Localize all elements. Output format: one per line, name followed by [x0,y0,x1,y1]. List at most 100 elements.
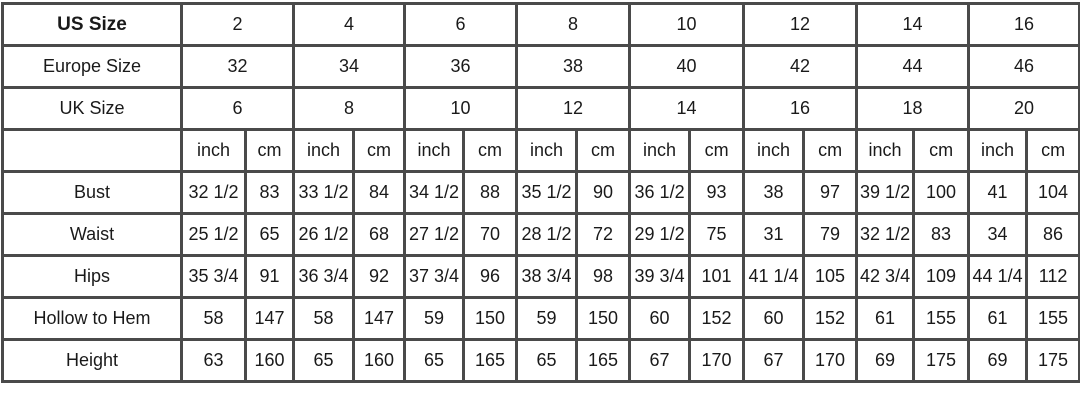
size-cell: 32 [179,44,296,89]
measurement-cell: 83 [243,170,296,215]
measurement-cell: 170 [688,338,746,383]
unit-cm: cm [802,128,859,173]
size-cell: 36 [403,44,519,89]
measurement-cell: 91 [243,254,296,299]
measurement-cell: 63 [180,338,247,383]
measurement-cell: 69 [855,338,916,383]
measurement-cell: 34 [967,212,1029,257]
measurement-cell: 98 [575,254,632,299]
size-cell: 14 [855,2,971,47]
measurement-cell: 65 [243,212,296,257]
size-row: Europe Size 32 34 36 38 40 42 44 46 [1,44,1080,89]
size-row: US Size 2 4 6 8 10 12 14 16 [1,2,1080,47]
measurement-cell: 39 3/4 [628,254,692,299]
measurement-cell: 25 1/2 [180,212,247,257]
size-cell: 16 [742,86,859,131]
size-cell: 40 [628,44,746,89]
unit-cm: cm [575,128,632,173]
measurement-row: Hips 35 3/4 91 36 3/4 92 37 3/4 96 38 3/4 98 39 3… [1,254,1080,299]
measurement-cell: 58 [180,296,247,341]
row-label: Waist [1,212,183,257]
measurement-cell: 41 1/4 [742,254,806,299]
measurement-row: Bust 32 1/2 83 33 1/2 84 34 1/2 88 35 1/2 90 36 1… [1,170,1080,215]
row-label: Europe Size [1,44,183,89]
measurement-cell: 83 [912,212,971,257]
measurement-row: Hollow to Hem 58 147 58 147 59 150 59 150 60 152 60… [1,296,1080,341]
measurement-cell: 34 1/2 [403,170,466,215]
row-label: Height [1,338,183,383]
row-label: UK Size [1,86,183,131]
unit-row: inch cm inch cm inch cm inch cm inch cm inch cm inch… [1,128,1080,173]
measurement-cell: 38 3/4 [515,254,579,299]
measurement-cell: 44 1/4 [967,254,1029,299]
measurement-cell: 97 [802,170,859,215]
measurement-row: Waist 25 1/2 65 26 1/2 68 27 1/2 70 28 1/2 72 29 … [1,212,1080,257]
measurement-cell: 26 1/2 [292,212,356,257]
size-cell: 8 [292,86,407,131]
measurement-cell: 69 [967,338,1029,383]
size-cell: 20 [967,86,1080,131]
measurement-cell: 39 1/2 [855,170,916,215]
size-cell: 18 [855,86,971,131]
measurement-cell: 37 3/4 [403,254,466,299]
measurement-cell: 93 [688,170,746,215]
measurement-cell: 88 [462,170,519,215]
size-cell: 8 [515,2,632,47]
measurement-cell: 67 [628,338,692,383]
measurement-cell: 68 [352,212,407,257]
unit-cm: cm [912,128,971,173]
unit-cm: cm [243,128,296,173]
measurement-cell: 67 [742,338,806,383]
row-label: US Size [1,2,183,47]
measurement-cell: 104 [1025,170,1080,215]
size-cell: 34 [292,44,407,89]
measurement-cell: 165 [575,338,632,383]
size-cell: 6 [179,86,296,131]
measurement-cell: 92 [352,254,407,299]
size-chart-table: US Size 2 4 6 8 10 12 14 16 Europe Size 32 34 36 38 40… [1,2,1080,383]
size-cell: 10 [628,2,746,47]
measurement-cell: 36 3/4 [292,254,356,299]
size-cell: 10 [403,86,519,131]
size-cell: 16 [967,2,1080,47]
measurement-cell: 79 [802,212,859,257]
measurement-cell: 175 [912,338,971,383]
measurement-cell: 31 [742,212,806,257]
size-cell: 42 [742,44,859,89]
unit-cm: cm [462,128,519,173]
unit-cm: cm [1025,128,1080,173]
measurement-cell: 33 1/2 [292,170,356,215]
size-cell: 46 [967,44,1080,89]
row-label: Hips [1,254,183,299]
measurement-cell: 147 [243,296,296,341]
measurement-cell: 84 [352,170,407,215]
size-cell: 4 [292,2,407,47]
size-row: UK Size 6 8 10 12 14 16 18 20 [1,86,1080,131]
measurement-cell: 170 [802,338,859,383]
empty-cell [1,128,183,173]
measurement-cell: 152 [688,296,746,341]
measurement-cell: 96 [462,254,519,299]
measurement-cell: 90 [575,170,632,215]
measurement-cell: 41 [967,170,1029,215]
measurement-cell: 160 [243,338,296,383]
measurement-cell: 155 [912,296,971,341]
unit-inch: inch [515,128,579,173]
measurement-cell: 112 [1025,254,1080,299]
size-cell: 12 [515,86,632,131]
measurement-cell: 36 1/2 [628,170,692,215]
measurement-cell: 147 [352,296,407,341]
measurement-cell: 27 1/2 [403,212,466,257]
measurement-cell: 109 [912,254,971,299]
measurement-cell: 105 [802,254,859,299]
measurement-cell: 150 [462,296,519,341]
size-cell: 12 [742,2,859,47]
measurement-cell: 101 [688,254,746,299]
measurement-cell: 32 1/2 [180,170,247,215]
measurement-cell: 42 3/4 [855,254,916,299]
unit-inch: inch [403,128,466,173]
measurement-row: Height 63 160 65 160 65 165 65 165 67 170 67 170 69 17… [1,338,1080,383]
unit-cm: cm [688,128,746,173]
measurement-cell: 175 [1025,338,1080,383]
measurement-cell: 35 1/2 [515,170,579,215]
